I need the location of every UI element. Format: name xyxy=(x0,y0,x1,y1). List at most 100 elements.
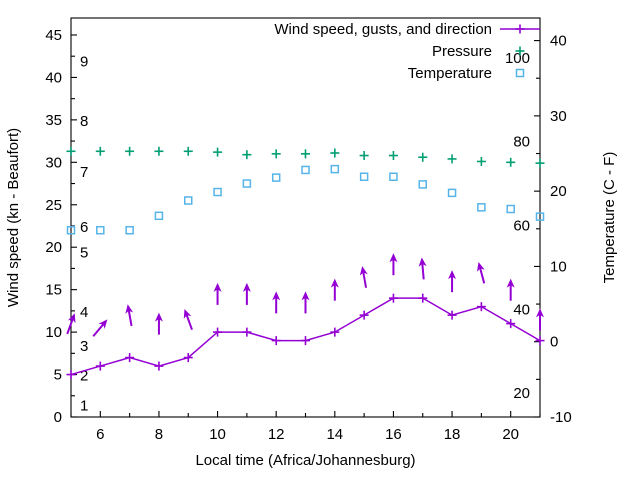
gust-direction-arrow xyxy=(154,312,163,335)
gust-direction-arrow xyxy=(301,291,310,314)
pressure-point xyxy=(418,152,428,162)
pressure-point xyxy=(154,146,164,156)
gust-direction-arrow xyxy=(389,253,398,276)
legend-label-plus-line: Wind speed, gusts, and direction xyxy=(274,21,492,38)
wind-speed-point xyxy=(506,319,516,329)
temperature-point xyxy=(330,164,340,174)
wind-speed-point xyxy=(330,327,340,337)
fahrenheit-label: 80 xyxy=(513,134,530,151)
x-tick-label: 18 xyxy=(444,426,461,443)
wind-speed-point xyxy=(154,361,164,371)
y-tick-label: 10 xyxy=(45,324,62,341)
gust-direction-arrow xyxy=(125,304,134,327)
wind-speed-point xyxy=(388,293,398,303)
x-tick-label: 6 xyxy=(96,426,104,443)
y-axis-title: Wind speed (kn - Beaufort) xyxy=(5,128,22,307)
temperature-point xyxy=(418,180,427,189)
y-tick-label: 20 xyxy=(45,239,62,256)
x-tick-label: 12 xyxy=(268,426,285,443)
temperature-point xyxy=(477,203,486,212)
pressure-point xyxy=(447,154,457,164)
legend-marker-pressure xyxy=(515,46,525,56)
gust-direction-arrow xyxy=(242,282,251,305)
pressure-point xyxy=(388,151,398,161)
beaufort-label: 9 xyxy=(80,53,88,70)
pressure-point xyxy=(301,149,310,159)
wind-speed-point xyxy=(476,302,486,312)
gust-direction-arrow xyxy=(359,266,368,288)
temperature-point xyxy=(301,165,310,175)
temperature-point xyxy=(271,173,281,182)
pressure-point xyxy=(213,147,223,157)
y-tick-label: 45 xyxy=(45,27,62,44)
gust-direction-arrow xyxy=(272,291,281,314)
gust-direction-arrow xyxy=(66,313,76,335)
temperature-point xyxy=(213,187,222,197)
x-tick-label: 20 xyxy=(502,426,519,443)
wind-speed-point xyxy=(95,361,105,371)
wind-speed-point xyxy=(183,353,193,363)
temperature-point xyxy=(242,179,252,188)
y2-tick-label: -10 xyxy=(550,409,572,426)
wind-speed-point xyxy=(535,336,545,346)
beaufort-label: 4 xyxy=(80,304,88,321)
wind-speed-point xyxy=(242,327,252,337)
gust-direction-arrow xyxy=(330,278,339,301)
y-tick-label: 40 xyxy=(45,69,62,86)
y2-tick-label: 30 xyxy=(550,108,567,125)
y2-tick-label: 0 xyxy=(550,334,558,351)
legend-marker-temperature xyxy=(515,68,525,78)
temperature-point xyxy=(125,225,134,235)
x-tick-label: 8 xyxy=(155,426,163,443)
y2-tick-label: 10 xyxy=(550,258,567,275)
pressure-point xyxy=(183,146,193,156)
legend-label-square: Temperature xyxy=(408,65,492,82)
pressure-point xyxy=(66,146,76,156)
fahrenheit-label: 60 xyxy=(513,217,530,234)
legend-marker-wind xyxy=(515,24,525,34)
beaufort-label: 5 xyxy=(80,244,88,261)
wind-speed-point xyxy=(359,310,369,320)
pressure-point xyxy=(506,157,516,167)
fahrenheit-label: 40 xyxy=(513,302,530,319)
temperature-point xyxy=(66,225,76,235)
beaufort-label: 1 xyxy=(80,397,88,414)
gust-direction-arrow xyxy=(476,262,486,284)
pressure-point xyxy=(95,146,105,156)
y-tick-label: 5 xyxy=(54,367,62,384)
wind-speed-point xyxy=(418,293,428,303)
temperature-point xyxy=(506,204,515,214)
gust-direction-arrow xyxy=(213,282,222,305)
legend-label-plus: Pressure xyxy=(432,43,492,60)
y-tick-label: 15 xyxy=(45,282,62,299)
y-tick-label: 0 xyxy=(54,409,62,426)
gust-direction-arrow xyxy=(418,257,427,280)
wind-speed-point xyxy=(301,336,310,346)
wind-speed-point xyxy=(125,353,135,363)
gust-direction-arrow xyxy=(506,278,515,301)
y-tick-label: 35 xyxy=(45,112,62,129)
y2-tick-label: 40 xyxy=(550,33,567,50)
temperature-point xyxy=(535,212,545,221)
pressure-point xyxy=(125,146,135,156)
pressure-point xyxy=(359,151,369,161)
temperature-point xyxy=(359,172,369,182)
wind-speed-point xyxy=(271,336,281,346)
pressure-point xyxy=(330,148,340,158)
beaufort-label: 7 xyxy=(80,164,88,181)
wind-speed-point xyxy=(213,327,223,337)
beaufort-label: 6 xyxy=(80,219,88,236)
wind-speed-point xyxy=(66,370,76,380)
pressure-point xyxy=(242,150,252,160)
x-tick-label: 10 xyxy=(209,426,226,443)
y2-tick-label: 20 xyxy=(550,183,567,200)
temperature-point xyxy=(96,225,105,235)
y2-axis-title: Temperature (C - F) xyxy=(601,152,618,284)
beaufort-label: 8 xyxy=(80,113,88,130)
wind-speed-point xyxy=(447,310,457,320)
beaufort-label: 3 xyxy=(80,338,88,355)
gust-direction-arrow xyxy=(183,309,193,331)
gust-direction-arrow xyxy=(536,308,544,331)
